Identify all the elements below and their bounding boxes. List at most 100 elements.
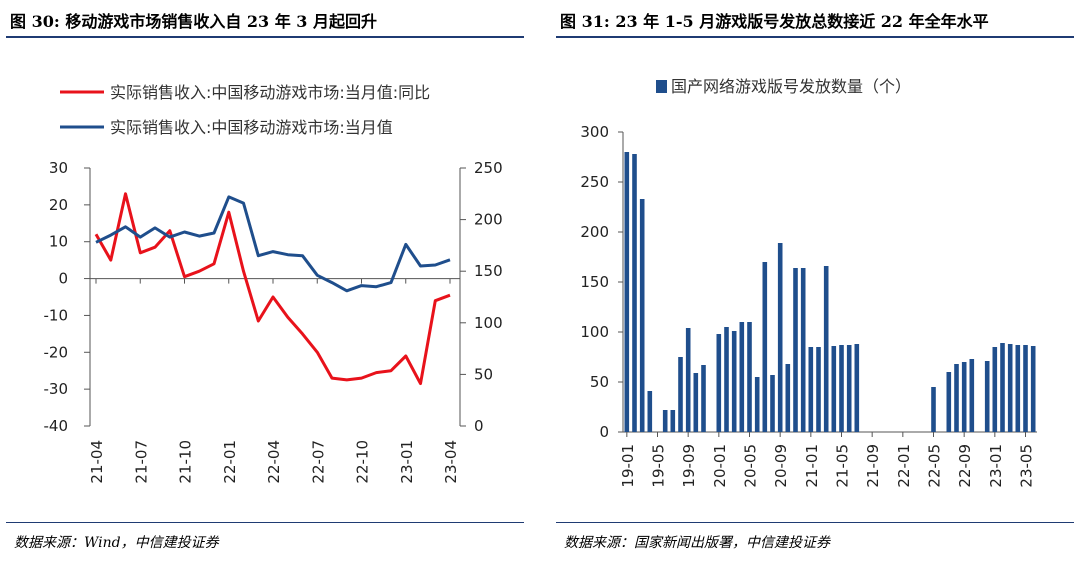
- bar-x-tick-label: 19-09: [680, 444, 698, 488]
- bar: [992, 347, 998, 432]
- x-tick-label: 21-10: [177, 440, 195, 484]
- left-y-tick-label: -20: [44, 343, 69, 361]
- left-chart-panel: 图 30: 移动游戏市场销售收入自 23 年 3 月起回升 30 20 10 0 -10…: [0, 0, 530, 577]
- bar: [777, 243, 783, 432]
- x-tick-label: 22-04: [265, 440, 283, 484]
- x-tick-label: 23-01: [398, 440, 416, 484]
- right-y-tick-label: 0: [474, 417, 484, 435]
- bar: [1007, 344, 1013, 432]
- x-tick-label: 22-07: [309, 440, 327, 484]
- bar: [946, 372, 952, 432]
- right-y-tick-label: 200: [474, 211, 503, 229]
- bar-x-tick-label: 20-01: [711, 444, 729, 488]
- x-tick-label: 23-04: [442, 440, 460, 484]
- left-y-tick-label: -30: [44, 380, 69, 398]
- left-figure-title: 图 30: 移动游戏市场销售收入自 23 年 3 月起回升: [10, 12, 377, 31]
- x-tick-label: 21-07: [132, 440, 150, 484]
- bar: [685, 328, 691, 432]
- bar: [701, 365, 706, 432]
- right-bottom-rule: [556, 522, 1074, 523]
- bar: [754, 377, 760, 432]
- bar: [762, 262, 768, 432]
- bar: [647, 391, 653, 432]
- bar: [662, 410, 668, 432]
- bar: [624, 152, 630, 432]
- bar: [693, 373, 699, 432]
- x-tick-label: 21-04: [88, 440, 106, 484]
- left-y-tick-label: -40: [44, 417, 69, 435]
- bar: [785, 364, 791, 432]
- left-y-tick-label: 10: [49, 233, 68, 251]
- right-figure-title: 图 31: 23 年 1-5 月游戏版号发放总数接近 22 年全年水平: [560, 12, 989, 31]
- bar: [800, 268, 806, 432]
- bar-x-tick-label: 20-09: [772, 444, 790, 488]
- bar-x-tick-label: 23-01: [987, 444, 1005, 488]
- bar: [731, 331, 737, 432]
- right-y-tick-label: 50: [474, 365, 493, 383]
- bar: [1000, 343, 1005, 432]
- left-y-tick-label: -10: [44, 306, 69, 324]
- bar: [816, 347, 821, 432]
- bar-legend-swatch: [656, 80, 667, 93]
- bar: [823, 266, 829, 432]
- bar: [831, 346, 837, 432]
- bar-y-tick-label: 0: [599, 423, 609, 441]
- bar-x-tick-label: 22-09: [956, 444, 974, 488]
- bar-y-tick-label: 300: [580, 123, 609, 141]
- bar: [808, 347, 814, 432]
- right-bar-chart: 300 250 200 150 100 50 0 19-01 19-05 19-09 20-01 20…: [580, 77, 1037, 488]
- x-tick-label: 22-01: [221, 440, 239, 484]
- right-y-tick-label: 250: [474, 159, 503, 177]
- bar: [1015, 345, 1021, 432]
- bar-x-tick-label: 21-05: [834, 444, 852, 488]
- legend-label: 实际销售收入:中国移动游戏市场:当月值: [110, 118, 393, 137]
- yoy-growth-series-line: [94, 192, 451, 386]
- bar-x-tick-label: 19-05: [650, 444, 668, 488]
- bar: [770, 375, 775, 432]
- bar-y-tick-label: 200: [580, 223, 609, 241]
- bar: [747, 322, 752, 432]
- bar-y-tick-label: 100: [580, 323, 609, 341]
- bar-y-tick-label: 150: [580, 273, 609, 291]
- right-y-tick-label: 150: [474, 262, 503, 280]
- right-chart-panel: 图 31: 23 年 1-5 月游戏版号发放总数接近 22 年全年水平 300 2…: [550, 0, 1080, 577]
- bar: [632, 154, 637, 432]
- left-y-tick-label: 30: [49, 159, 68, 177]
- bar: [839, 345, 844, 432]
- bar: [678, 357, 683, 432]
- left-y-tick-label: 0: [58, 270, 68, 288]
- x-tick-label: 22-10: [354, 440, 372, 484]
- bar: [931, 387, 936, 432]
- left-y-tick-label: 20: [49, 196, 68, 214]
- left-bottom-rule: [6, 522, 524, 523]
- bar-legend-label: 国产网络游戏版号发放数量（个）: [671, 77, 911, 96]
- bar-x-tick-label: 22-01: [895, 444, 913, 488]
- bar: [739, 322, 745, 432]
- bar-y-tick-label: 250: [580, 173, 609, 191]
- bar: [716, 334, 722, 432]
- bar: [969, 359, 975, 432]
- monthly-revenue-series-line: [95, 195, 451, 293]
- bar: [846, 345, 852, 432]
- bar-x-tick-label: 22-05: [926, 444, 944, 488]
- bar-y-tick-label: 50: [590, 373, 609, 391]
- legend-label: 实际销售收入:中国移动游戏市场:当月值:同比: [110, 83, 430, 102]
- bar-x-tick-label: 21-09: [864, 444, 882, 488]
- bar: [724, 327, 729, 432]
- right-title-rule: [556, 36, 1074, 38]
- bar-x-tick-label: 19-01: [619, 444, 637, 488]
- bar: [954, 364, 959, 432]
- bar: [1023, 345, 1028, 432]
- bar: [1030, 346, 1036, 432]
- bar: [670, 410, 676, 432]
- left-title-rule: [6, 36, 524, 38]
- bar-x-tick-label: 20-05: [742, 444, 760, 488]
- bar: [793, 268, 798, 432]
- bar: [639, 199, 645, 432]
- bar-x-tick-label: 23-05: [1018, 444, 1036, 488]
- right-y-tick-label: 100: [474, 314, 503, 332]
- bar: [854, 344, 860, 432]
- bar-x-tick-label: 21-01: [803, 444, 821, 488]
- bar: [961, 362, 967, 432]
